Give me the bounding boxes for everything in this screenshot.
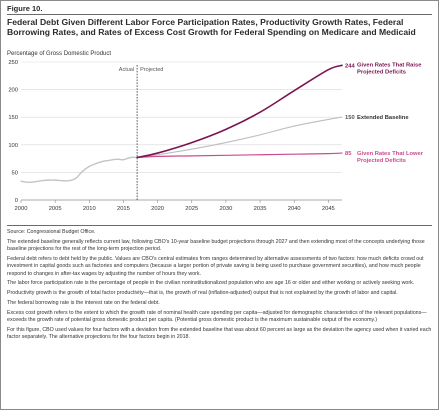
end-label-baseline: 150	[345, 115, 355, 121]
x-tick-label: 2025	[185, 206, 198, 212]
x-tick-label: 2015	[117, 206, 130, 212]
y-tick-label: 100	[8, 143, 18, 149]
y-tick-label: 150	[8, 115, 18, 121]
debt-line-chart: 0 50 100 150 200 250 2000 2005 2010 2015 2020 2025 2…	[8, 60, 424, 212]
projected-label: Projected	[140, 67, 163, 73]
legend-label-lower-line: Projected Deficits	[357, 158, 406, 164]
note-paragraph: The labor force participation rate is th…	[7, 280, 415, 287]
series-line-baseline	[136, 116, 343, 159]
x-tick-label: 2045	[322, 206, 335, 212]
x-tick-label: 2010	[83, 206, 96, 212]
legend-label-raise-line: Projected Deficits	[357, 69, 406, 75]
legend-label-raise: Given Rates That Raise Projected Deficits	[357, 62, 422, 75]
x-tick-label: 2005	[49, 206, 62, 212]
end-label-lower: 85	[345, 151, 352, 157]
legend-label-baseline: Extended Baseline	[357, 115, 409, 121]
title-rule-top	[7, 14, 432, 15]
figure-label: Figure 10.	[7, 4, 43, 13]
x-tick-label: 2040	[288, 206, 301, 212]
y-tick-label: 200	[8, 88, 18, 94]
legend-label-lower: Given Rates That Lower Projected Deficits	[357, 151, 424, 164]
figure-title: Federal Debt Given Different Labor Force…	[7, 17, 416, 38]
y-tick-label: 250	[8, 60, 18, 66]
series-line-raise	[136, 64, 343, 159]
actual-label: Actual	[119, 67, 134, 73]
legend-label-lower-line: Given Rates That Lower	[357, 151, 424, 157]
note-paragraph: Productivity growth is the growth of tot…	[7, 290, 398, 297]
note-paragraph: The federal borrowing rate is the intere…	[7, 300, 160, 306]
series-line-actual	[20, 156, 138, 184]
note-paragraph: Federal debt refers to debt held by the …	[7, 256, 424, 277]
y-tick-label: 0	[15, 198, 18, 204]
x-tick-label: 2020	[151, 206, 164, 212]
figure-notes: Source: Congressional Budget Office. The…	[7, 229, 434, 344]
series-line-lower	[136, 152, 343, 159]
y-axis-unit-label: Percentage of Gross Domestic Product	[7, 51, 112, 57]
x-tick-label: 2035	[254, 206, 267, 212]
y-tick-label: 50	[12, 170, 18, 176]
x-tick-label: 2000	[15, 206, 28, 212]
legend-label-raise-line: Given Rates That Raise	[357, 62, 422, 68]
x-tick-label: 2030	[219, 206, 232, 212]
title-rule-bottom	[7, 225, 432, 226]
note-paragraph: For this figure, CBO used values for fou…	[7, 326, 432, 340]
note-paragraph: The extended baseline generally reflects…	[7, 239, 425, 253]
end-label-raise: 244	[345, 63, 355, 69]
note-paragraph: Excess cost growth refers to the extent …	[7, 309, 427, 323]
source-note: Source: Congressional Budget Office.	[7, 229, 96, 235]
